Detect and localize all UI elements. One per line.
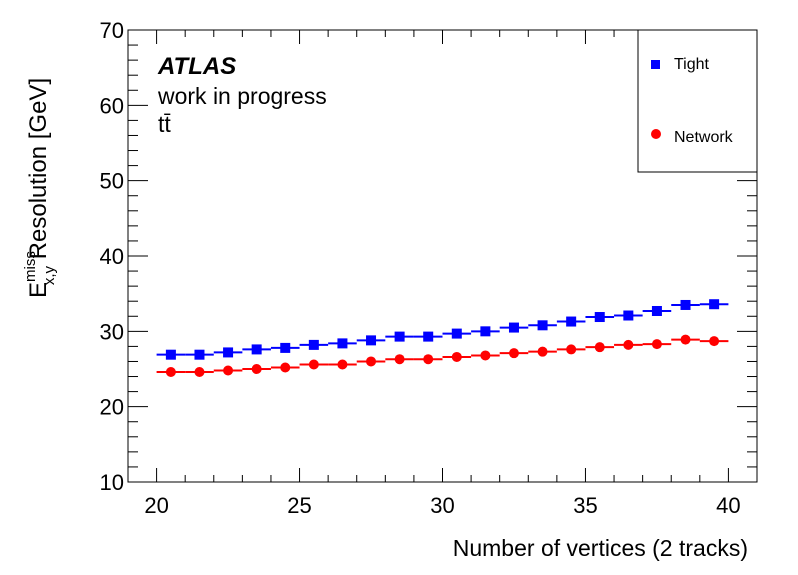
- network-point: [651, 339, 662, 350]
- tight-point: [337, 338, 348, 349]
- network-point: [251, 364, 262, 374]
- tight-point: [423, 331, 434, 342]
- tight-point: [594, 312, 605, 323]
- series-network: [156, 334, 729, 378]
- y-tick-label: 60: [100, 93, 124, 118]
- y-tick-label: 40: [100, 244, 124, 269]
- network-point: [423, 354, 434, 365]
- tight-point: [223, 347, 234, 358]
- tight-point: [194, 349, 205, 360]
- x-tick-label: 30: [430, 493, 454, 518]
- network-point: [194, 367, 205, 378]
- y-tick-label: 70: [100, 18, 124, 43]
- legend-box: [637, 29, 758, 173]
- tight-point: [709, 299, 720, 310]
- tight-point: [566, 316, 577, 327]
- network-point: [709, 336, 720, 347]
- network-point: [451, 351, 462, 362]
- process-label: tt̄: [158, 111, 171, 137]
- tight-point: [366, 335, 377, 346]
- atlas-label: ATLAS: [157, 53, 236, 80]
- y-tick-label: 10: [100, 470, 124, 495]
- network-point: [594, 342, 605, 353]
- legend-label-network: Network: [674, 129, 734, 146]
- x-tick-label: 25: [287, 493, 311, 518]
- tight-point: [251, 344, 262, 355]
- y-axis: 10 20 30 40 50 60 70: [100, 18, 757, 495]
- network-point: [366, 356, 377, 367]
- y-axis-label-sub: x,y: [41, 265, 58, 285]
- network-point: [280, 362, 291, 373]
- tight-point: [537, 320, 548, 331]
- tight-point: [508, 322, 519, 333]
- network-point: [508, 348, 519, 359]
- network-point: [480, 350, 491, 361]
- y-axis-label-sup: miss: [22, 251, 39, 282]
- tight-point: [308, 339, 319, 350]
- network-point: [165, 367, 176, 378]
- legend-label-tight: Tight: [674, 56, 710, 73]
- y-axis-label: Emiss x,y Resolution [GeV]: [22, 78, 58, 298]
- network-point: [308, 359, 319, 370]
- network-point: [394, 354, 405, 365]
- tight-point: [394, 331, 405, 342]
- status-label: work in progress: [157, 83, 327, 109]
- tight-point: [280, 342, 291, 353]
- y-axis-label-base: E: [25, 282, 52, 298]
- series-tight: [156, 299, 729, 360]
- tight-point: [165, 349, 176, 360]
- tight-point: [651, 305, 662, 316]
- legend-marker-network: [651, 129, 661, 139]
- y-tick-label: 20: [100, 395, 124, 420]
- y-tick-label: 50: [100, 169, 124, 194]
- network-point: [537, 346, 548, 357]
- tight-point: [680, 299, 691, 310]
- tight-point: [623, 310, 634, 321]
- legend: Tight Network: [637, 29, 758, 173]
- network-point: [623, 339, 634, 350]
- x-tick-label: 35: [573, 493, 597, 518]
- y-tick-label: 30: [100, 319, 124, 344]
- y-axis-label-rest: Resolution [GeV]: [25, 78, 52, 266]
- x-tick-label: 20: [144, 493, 168, 518]
- network-point: [680, 334, 691, 345]
- legend-marker-tight: [651, 60, 660, 69]
- y-axis-label-text: Emiss x,y Resolution [GeV]: [22, 78, 58, 298]
- x-axis: 20 25 30 35 40: [127, 30, 758, 518]
- x-axis-label: Number of vertices (2 tracks): [453, 535, 748, 561]
- tight-point: [480, 326, 491, 337]
- x-tick-label: 40: [716, 493, 740, 518]
- data-series: [156, 299, 729, 378]
- tight-point: [451, 328, 462, 339]
- network-point: [337, 359, 348, 370]
- network-point: [223, 365, 234, 376]
- network-point: [566, 344, 577, 355]
